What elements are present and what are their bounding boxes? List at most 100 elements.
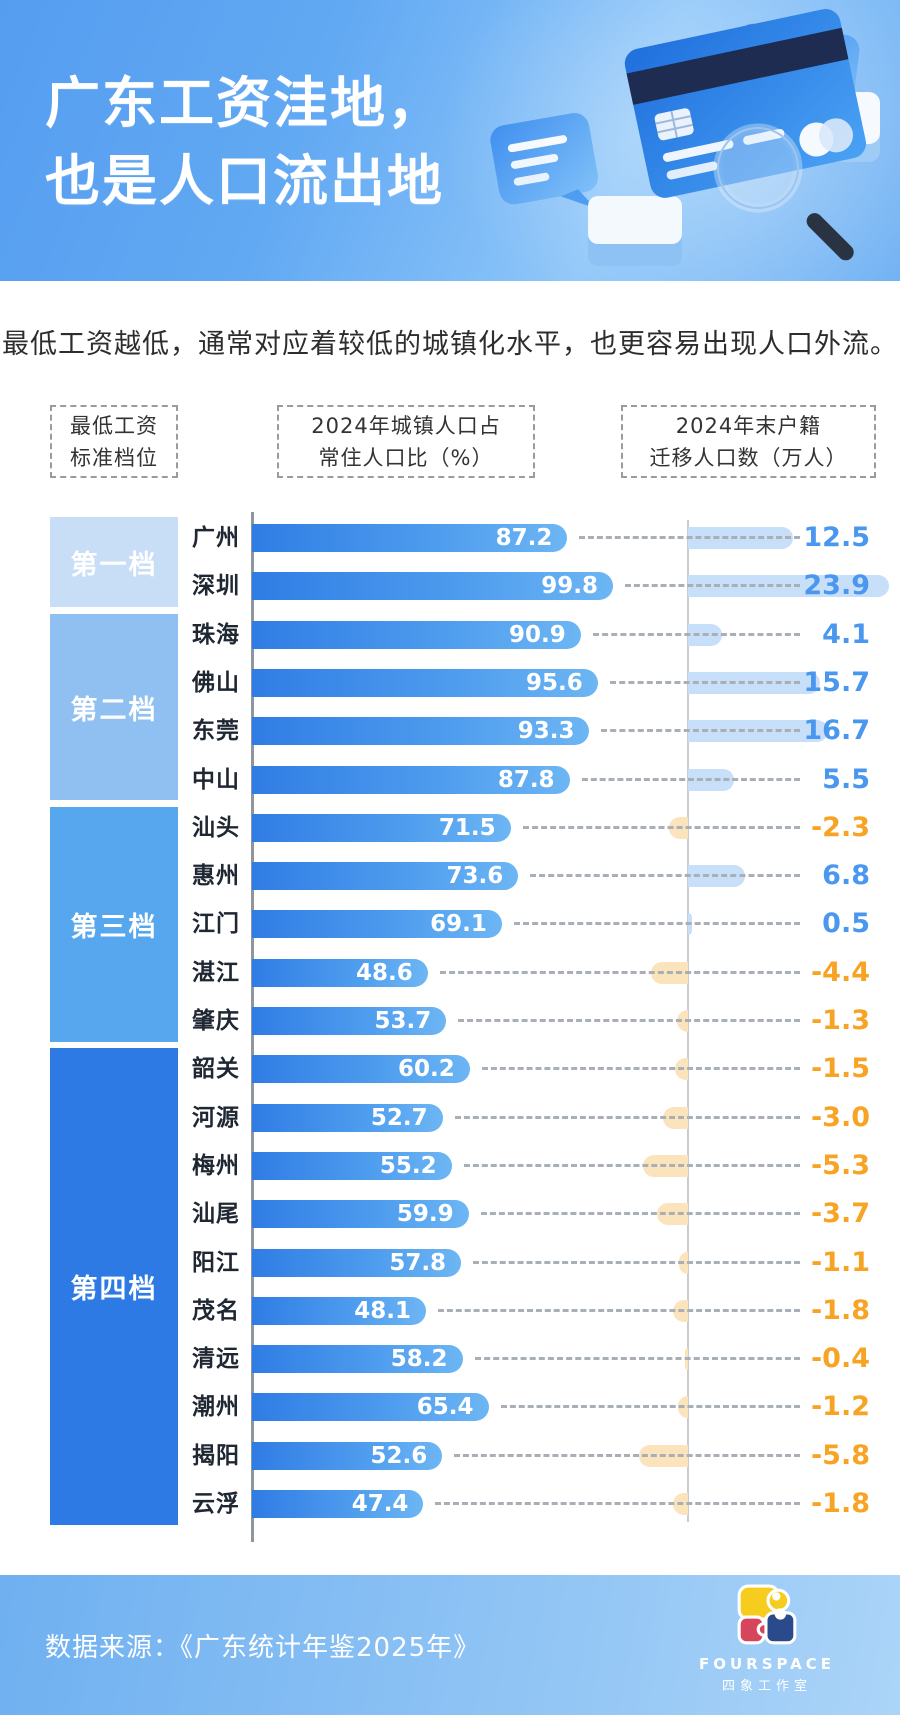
chart-row: 江门 69.1 0.5: [0, 900, 900, 948]
urbanization-value: 93.3: [517, 718, 575, 745]
chart-row: 云浮 47.4 -1.8: [0, 1480, 900, 1528]
migration-value: -4.4: [810, 956, 870, 988]
urbanization-bar: 57.8: [252, 1248, 462, 1277]
studio-name-en: FOURSPACE: [698, 1655, 835, 1673]
urbanization-value: 71.5: [438, 814, 496, 841]
tier-box: 第一档: [50, 517, 178, 608]
connector-dashed-line: [435, 1502, 800, 1505]
footer-banner: 数据来源：《广东统计年鉴2025年》 FOURSPACE 四象工作室: [0, 1575, 900, 1715]
header-banner: 广东工资洼地， 也是人口流出地: [0, 0, 900, 340]
migration-value: 23.9: [803, 570, 870, 602]
tier-box: 第四档: [50, 1048, 178, 1525]
city-label: 揭阳: [192, 1442, 240, 1469]
urbanization-bar: 47.4: [252, 1490, 424, 1518]
column-header-line: 标准档位: [70, 445, 158, 470]
chart-row: 深圳 99.8 23.9: [0, 562, 900, 610]
connector-dashed-line: [609, 680, 800, 684]
column-header-line: 常住人口比（%）: [318, 445, 494, 470]
migration-value: -0.4: [810, 1343, 870, 1375]
title-line-2: 也是人口流出地: [45, 149, 445, 214]
migration-value: -1.3: [810, 1005, 870, 1036]
fourspace-logo-icon: [737, 1584, 797, 1645]
chart-row: 佛山 95.6 15.7: [0, 659, 900, 707]
connector-dashed-line: [500, 1405, 800, 1409]
urbanization-value: 55.2: [379, 1152, 437, 1179]
connector-dashed-line: [530, 874, 800, 878]
studio-brand: FOURSPACE 四象工作室: [682, 1583, 852, 1694]
migration-value: 15.7: [803, 666, 870, 698]
city-label: 惠州: [192, 863, 240, 890]
urbanization-bar: 93.3: [252, 717, 590, 746]
connector-dashed-line: [473, 1260, 800, 1264]
urbanization-bar: 59.9: [252, 1200, 469, 1229]
migration-value: 12.5: [803, 522, 870, 553]
migration-value: -1.1: [810, 1246, 870, 1278]
tier-box: 第三档: [50, 806, 178, 1042]
migration-value: -1.8: [810, 1294, 870, 1326]
connector-dashed-line: [439, 970, 800, 974]
tier-label: 第三档: [70, 911, 158, 943]
urbanization-bar: 48.6: [252, 958, 428, 987]
city-label: 江门: [192, 911, 240, 938]
connector-dashed-line: [458, 1019, 800, 1022]
city-label: 中山: [192, 766, 240, 793]
urbanization-bar: 73.6: [252, 862, 519, 891]
chart-row: 阳江 57.8 -1.1: [0, 1239, 900, 1287]
column-header-line: 迁移人口数（万人）: [649, 445, 848, 470]
urbanization-value: 48.6: [356, 959, 413, 986]
urbanization-bar: 87.8: [252, 765, 570, 794]
connector-dashed-line: [463, 1163, 800, 1167]
magnifier-icon: [713, 123, 854, 261]
connector-dashed-line: [480, 1212, 800, 1216]
migration-value: -1.2: [810, 1391, 870, 1423]
chart-row: 汕尾 59.9 -3.7: [0, 1190, 900, 1238]
migration-value: 0.5: [822, 908, 870, 940]
urbanization-bar: 52.6: [252, 1441, 443, 1470]
tier-box: 第二档: [50, 613, 178, 801]
connector-dashed-line: [601, 729, 800, 733]
dual-bar-chart: 第一档 第二档 第三档 第四档 广州 87.2 12.5 深圳 99.8 23.…: [0, 500, 900, 1560]
studio-name-cn: 四象工作室: [721, 1679, 812, 1694]
city-label: 韶关: [192, 1056, 240, 1083]
migration-value: 5.5: [822, 763, 870, 795]
connector-dashed-line: [592, 632, 800, 636]
city-label: 汕尾: [192, 1201, 240, 1228]
title-line-1: 广东工资洼地，: [45, 71, 445, 135]
urbanization-bar: 90.9: [252, 620, 581, 649]
connector-dashed-line: [513, 922, 800, 926]
chart-row: 茂名 48.1 -1.8: [0, 1287, 900, 1335]
data-source-text: 数据来源：《广东统计年鉴2025年》: [45, 1633, 481, 1663]
urbanization-bar: 53.7: [252, 1007, 447, 1035]
city-label: 云浮: [192, 1491, 240, 1517]
urbanization-bar: 55.2: [252, 1151, 452, 1180]
chart-row: 河源 52.7 -3.0: [0, 1094, 900, 1142]
urbanization-value: 53.7: [374, 1008, 432, 1034]
migration-value: 4.1: [822, 618, 870, 650]
chart-row: 珠海 90.9 4.1: [0, 611, 900, 659]
migration-value: -3.0: [810, 1101, 870, 1133]
migration-value: -5.8: [810, 1439, 870, 1471]
urbanization-bar: 95.6: [252, 668, 598, 697]
connector-dashed-line: [454, 1115, 800, 1119]
chart-row: 清远 58.2 -0.4: [0, 1335, 900, 1383]
column-header-wage-tier: 最低工资 标准档位: [50, 405, 178, 478]
migration-value: -1.5: [810, 1053, 870, 1085]
connector-dashed-line: [579, 536, 800, 539]
urbanization-value: 58.2: [390, 1346, 448, 1373]
column-header-urbanization: 2024年城镇人口占 常住人口比（%）: [277, 405, 535, 478]
city-label: 肇庆: [192, 1008, 240, 1034]
urbanization-value: 99.8: [541, 573, 598, 600]
urbanization-value: 52.6: [370, 1442, 428, 1469]
urbanization-bar: 71.5: [252, 813, 511, 842]
credit-card-illustration: [490, 9, 880, 266]
urbanization-value: 60.2: [397, 1056, 455, 1083]
city-label: 河源: [192, 1104, 240, 1131]
chart-row: 肇庆 53.7 -1.3: [0, 997, 900, 1045]
chart-row: 梅州 55.2 -5.3: [0, 1142, 900, 1190]
migration-value: -3.7: [810, 1198, 870, 1230]
connector-dashed-line: [437, 1308, 800, 1312]
migration-value: -1.8: [810, 1488, 870, 1519]
connector-dashed-line: [474, 1357, 800, 1361]
urbanization-value: 95.6: [526, 669, 583, 696]
connector-dashed-line: [522, 825, 800, 829]
